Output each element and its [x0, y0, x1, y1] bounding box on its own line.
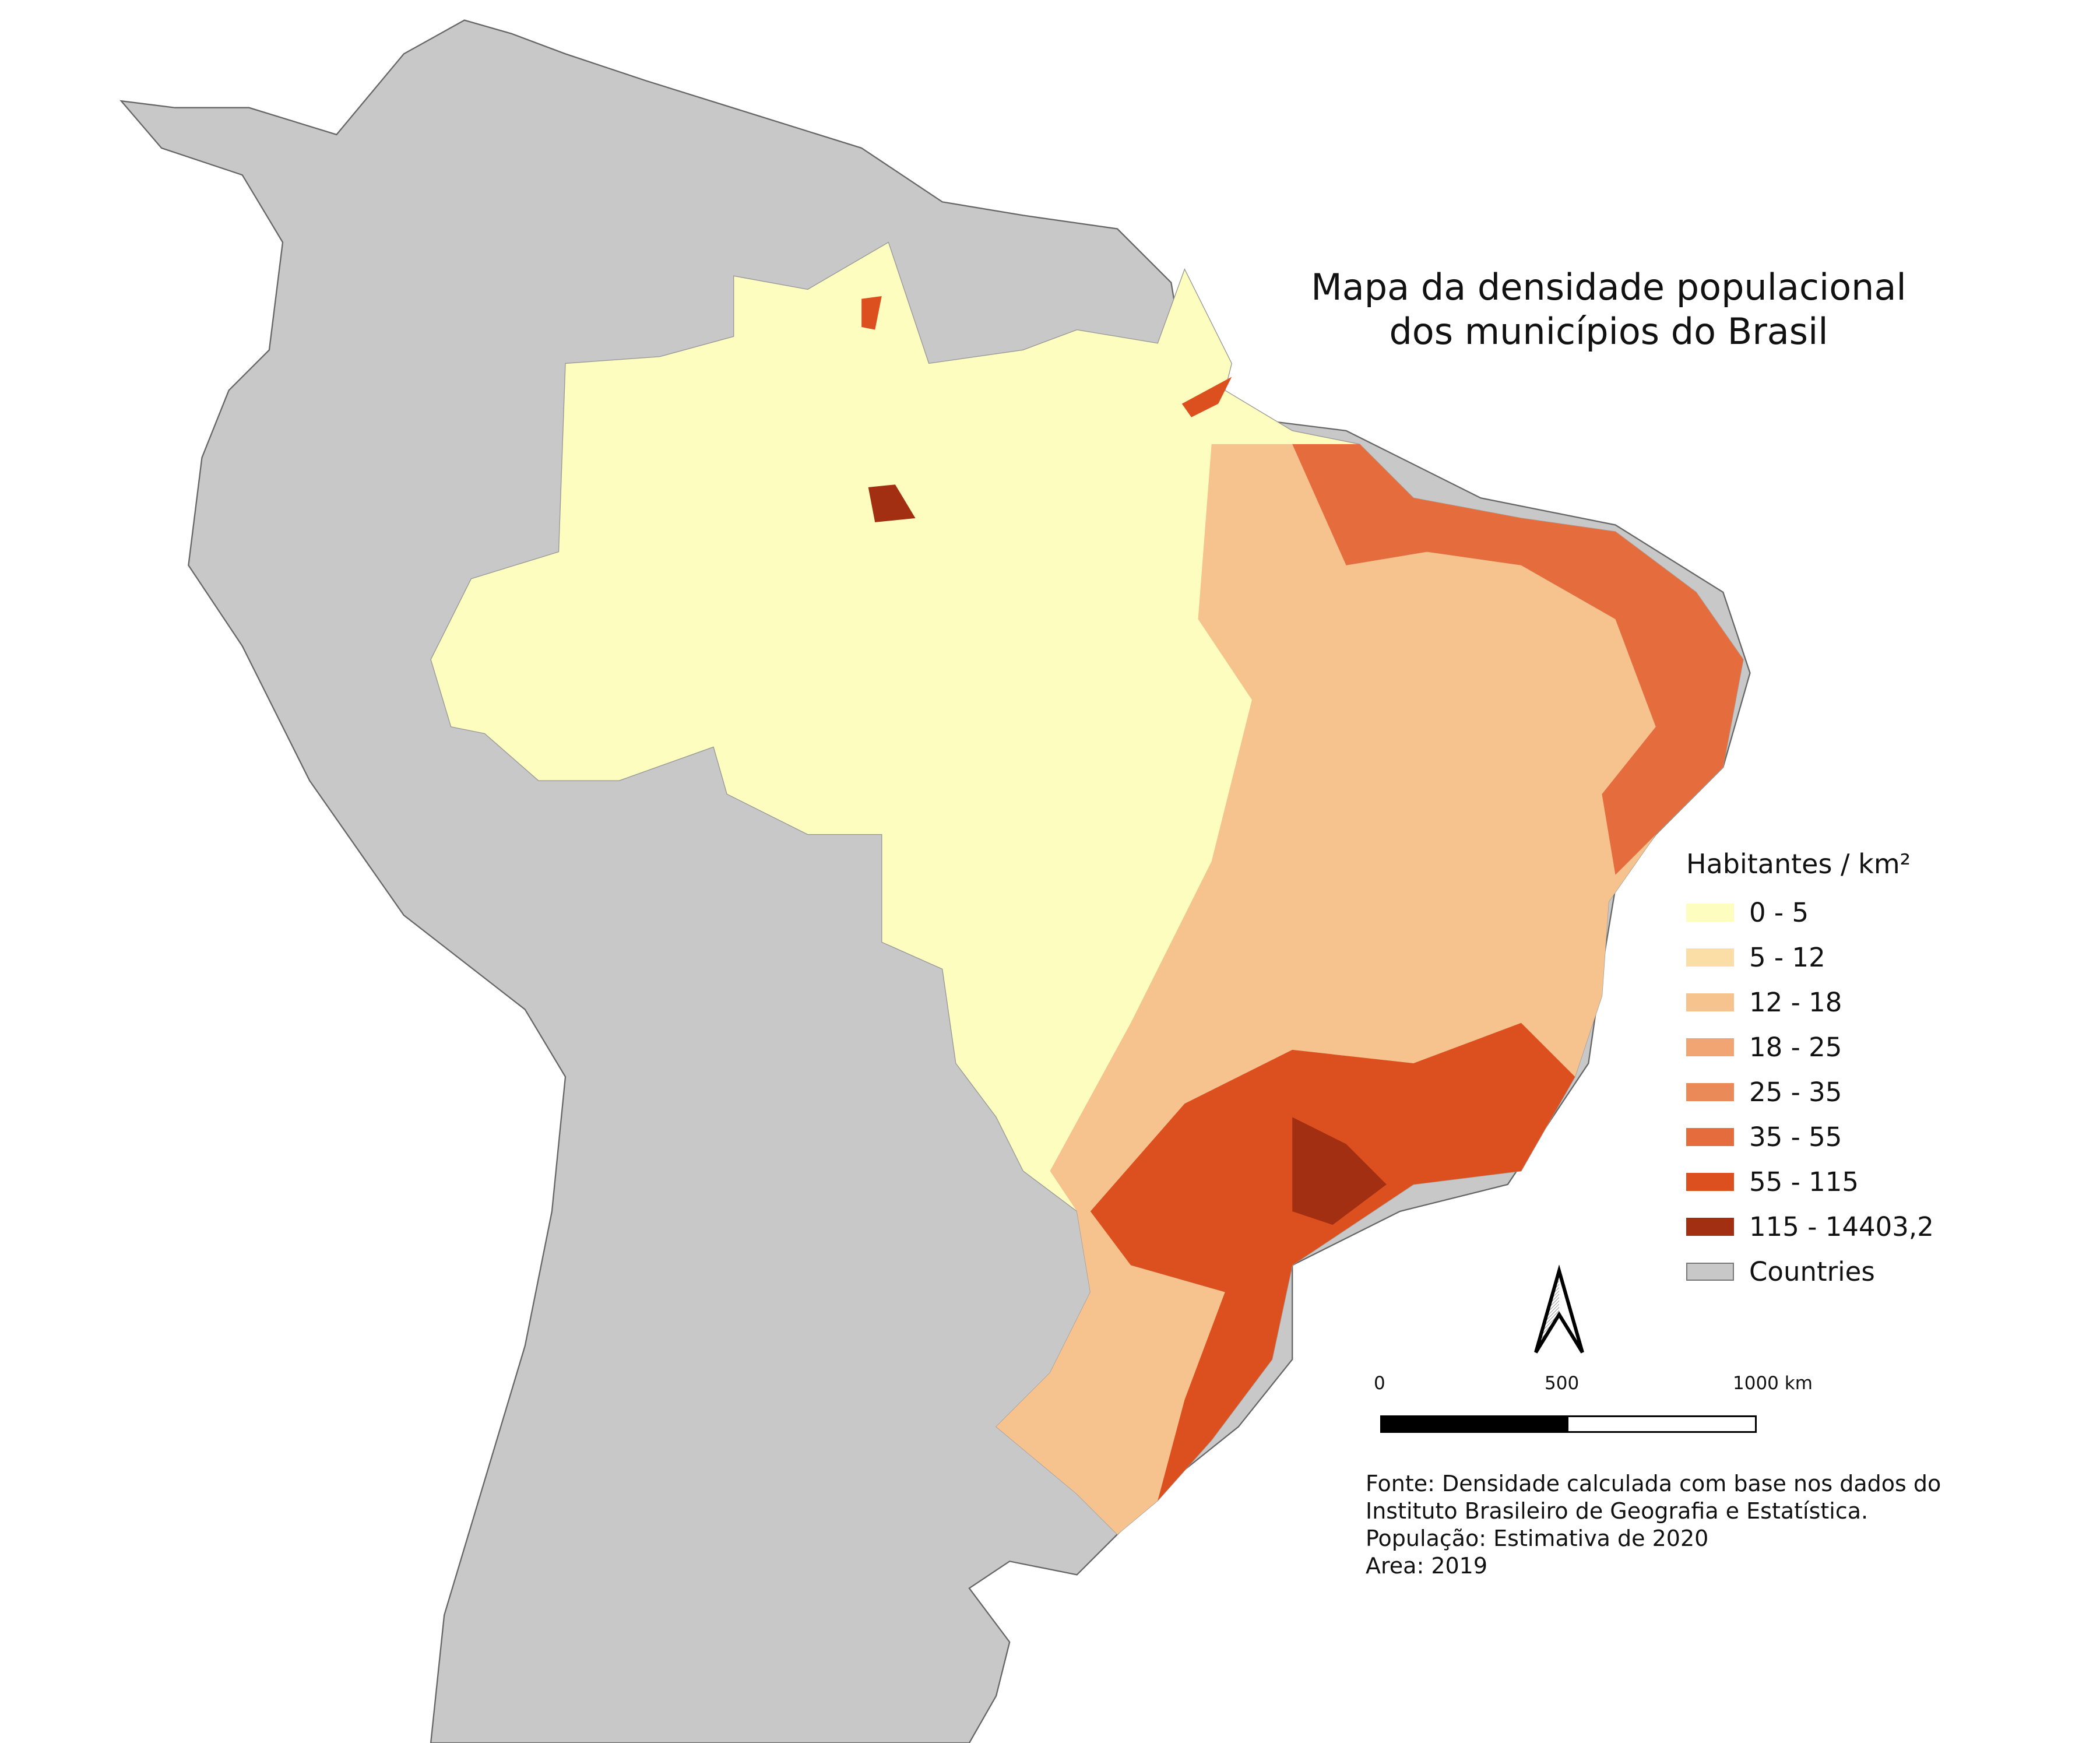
legend-item: 12 - 18 — [1686, 980, 1934, 1025]
north-arrow-icon — [1534, 1265, 1584, 1354]
legend-swatch — [1686, 1038, 1734, 1056]
map-title-line2: dos municípios do Brasil — [1389, 310, 1828, 353]
scale-label-0: 0 — [1374, 1373, 1385, 1394]
map-title: Mapa da densidade populacional dos munic… — [1282, 265, 1935, 354]
region-boa-vista — [861, 296, 882, 330]
legend-label: 55 - 115 — [1749, 1166, 1859, 1197]
legend-item: 18 - 25 — [1686, 1025, 1934, 1070]
legend-label: 18 - 25 — [1749, 1032, 1842, 1063]
legend-label: 35 - 55 — [1749, 1122, 1842, 1152]
scale-label-1000: 1000 km — [1733, 1373, 1813, 1394]
legend-item: 35 - 55 — [1686, 1115, 1934, 1159]
scale-label-500: 500 — [1545, 1373, 1580, 1394]
legend-swatch — [1686, 1083, 1734, 1101]
legend-label: 25 - 35 — [1749, 1077, 1842, 1108]
map-title-line1: Mapa da densidade populacional — [1311, 266, 1906, 308]
legend-item: 55 - 115 — [1686, 1159, 1934, 1204]
region-high-density-southeast — [1090, 1022, 1575, 1501]
legend-label: 5 - 12 — [1749, 942, 1825, 973]
scale-bar-white-segment — [1568, 1417, 1755, 1431]
legend-swatch — [1686, 1128, 1734, 1146]
legend-item: 115 - 14403,2 — [1686, 1204, 1934, 1249]
legend-item: Countries — [1686, 1249, 1934, 1294]
legend-swatch — [1686, 904, 1734, 922]
legend-label: 0 - 5 — [1749, 897, 1809, 928]
region-belem — [1181, 377, 1232, 417]
legend-swatch — [1686, 1173, 1734, 1191]
legend-label: 115 - 14403,2 — [1749, 1211, 1934, 1242]
legend-item: 0 - 5 — [1686, 890, 1934, 935]
region-very-high-density-sao-paulo — [1292, 1117, 1387, 1225]
region-high-density-northeast — [1292, 444, 1743, 875]
legend-item: 5 - 12 — [1686, 935, 1934, 980]
legend-label: Countries — [1749, 1256, 1875, 1287]
legend-swatch — [1686, 948, 1734, 967]
source-note: Fonte: Densidade calculada com base nos … — [1366, 1470, 1941, 1580]
legend-label: 12 - 18 — [1749, 987, 1842, 1018]
source-line: Instituto Brasileiro de Geografia e Esta… — [1366, 1498, 1869, 1524]
legend: Habitantes / km² 0 - 5 5 - 12 12 - 18 18 - … — [1686, 848, 1934, 1294]
scale-bar-black-segment — [1382, 1417, 1568, 1431]
scale-bar — [1380, 1415, 1757, 1433]
region-manaus — [868, 484, 916, 522]
legend-swatch — [1686, 1263, 1734, 1281]
legend-item: 25 - 35 — [1686, 1070, 1934, 1115]
legend-title: Habitantes / km² — [1686, 848, 1911, 880]
source-line: Fonte: Densidade calculada com base nos … — [1366, 1471, 1941, 1496]
legend-swatch — [1686, 993, 1734, 1011]
legend-swatch — [1686, 1218, 1734, 1236]
source-line: Area: 2019 — [1366, 1553, 1488, 1579]
source-line: População: Estimativa de 2020 — [1366, 1526, 1709, 1551]
